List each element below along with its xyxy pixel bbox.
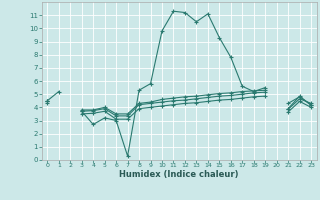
- X-axis label: Humidex (Indice chaleur): Humidex (Indice chaleur): [119, 170, 239, 179]
